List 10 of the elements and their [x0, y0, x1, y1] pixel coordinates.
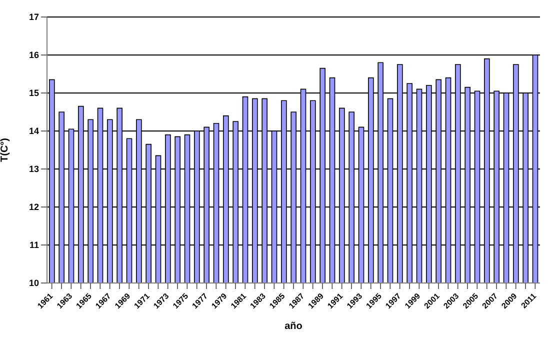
x-axis-title: año	[284, 321, 302, 332]
y-tick-label: 14	[28, 126, 39, 136]
y-axis-title: T(C°)	[0, 138, 11, 162]
y-tick-label: 15	[28, 88, 39, 98]
y-tick-label: 11	[29, 240, 39, 250]
y-tick-label: 12	[28, 202, 39, 212]
y-tick-label: 16	[28, 50, 39, 60]
y-tick-label: 10	[28, 278, 39, 288]
y-tick-label: 13	[28, 164, 39, 174]
y-tick-label: 17	[28, 12, 39, 22]
